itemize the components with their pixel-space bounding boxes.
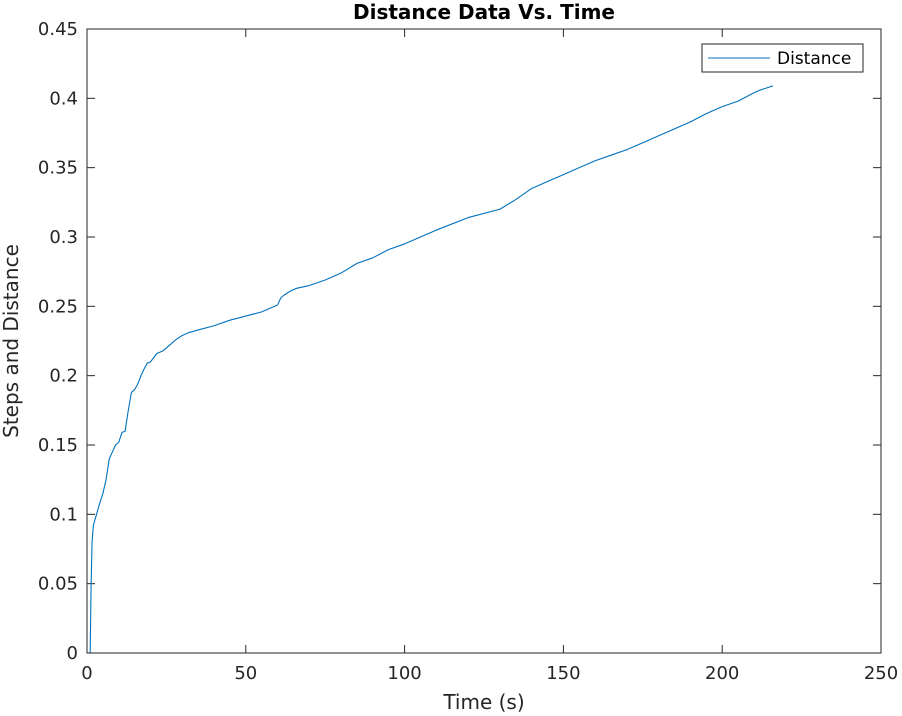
y-tick-label: 0.05: [38, 574, 78, 595]
legend: Distance: [701, 43, 864, 73]
y-tick-label: 0.35: [38, 158, 78, 179]
axes-box: [86, 28, 882, 654]
y-tick-label: 0.25: [38, 296, 78, 317]
chart-title: Distance Data Vs. Time: [353, 0, 615, 24]
y-tick-label: 0.4: [49, 88, 78, 109]
y-tick-label: 0.2: [49, 366, 78, 387]
x-tick-label: 0: [81, 663, 92, 684]
y-tick-label: 0: [67, 643, 78, 664]
plot-area: [87, 29, 881, 653]
y-tick-label: 0.45: [38, 19, 78, 40]
x-tick-label: 150: [546, 663, 580, 684]
legend-label-distance: Distance: [777, 49, 851, 69]
y-axis-label: Steps and Distance: [0, 244, 23, 438]
x-tick-label: 100: [387, 663, 421, 684]
y-tick-label: 0.15: [38, 435, 78, 456]
x-tick-label: 200: [705, 663, 739, 684]
x-axis-label: Time (s): [442, 690, 524, 714]
x-ticks: 0 50 100 150 200 250: [81, 29, 898, 684]
y-ticks: 0 0.05 0.1 0.15 0.2 0.25 0.3 0.35 0.4 0.45: [38, 19, 881, 664]
x-tick-label: 50: [234, 663, 257, 684]
series-layer: [89, 85, 774, 654]
x-tick-label: 250: [864, 663, 898, 684]
series-line-distance: [89, 85, 774, 654]
y-tick-label: 0.3: [49, 227, 78, 248]
y-tick-label: 0.1: [49, 504, 78, 525]
